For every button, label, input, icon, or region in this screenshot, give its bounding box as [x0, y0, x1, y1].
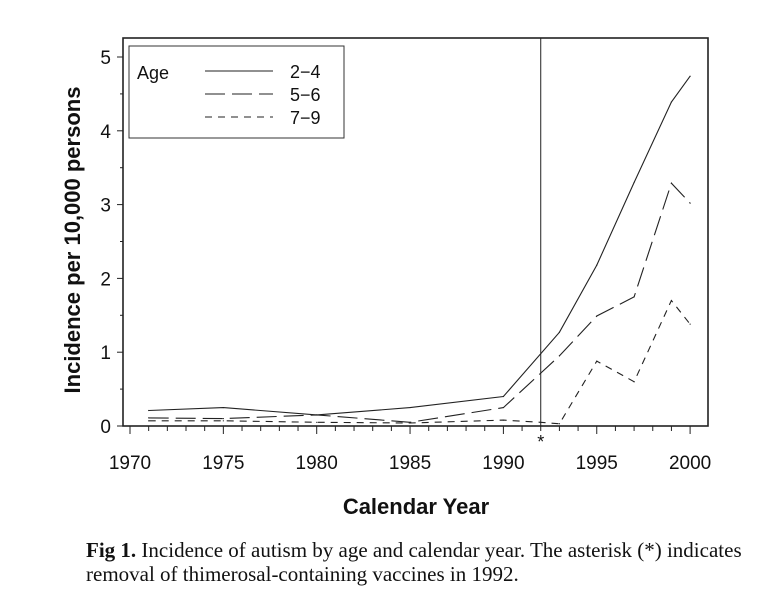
caption-text: Incidence of autism by age and calendar … — [86, 538, 742, 586]
legend-title: Age — [137, 63, 169, 83]
series-line-2-4 — [148, 75, 691, 416]
x-tick-label: 1970 — [109, 453, 151, 474]
data-point — [670, 299, 673, 302]
data-point — [689, 75, 691, 77]
y-tick-label: 0 — [100, 417, 111, 438]
legend-label: 2−4 — [290, 62, 321, 82]
data-point — [409, 422, 411, 424]
x-tick-label: 1975 — [202, 453, 244, 474]
data-point — [502, 406, 504, 409]
y-tick-label: 4 — [100, 122, 111, 143]
data-point — [633, 381, 635, 383]
chart: 0 1 2 3 4 5 1970 1975 1980 1985 1990 1995 2000 * Ag… — [60, 37, 711, 519]
y-axis: 0 1 2 3 4 5 — [100, 48, 123, 438]
x-axis: 1970 1975 1980 1985 1990 1995 2000 — [109, 426, 711, 474]
x-tick-label: 1990 — [482, 453, 524, 474]
asterisk-marker: * — [537, 432, 544, 452]
data-point — [689, 202, 691, 204]
series-line-5-6 — [148, 182, 691, 423]
data-point — [633, 181, 635, 184]
legend-label: 7−9 — [290, 108, 321, 128]
x-tick-label: 1995 — [576, 453, 618, 474]
x-tick-label: 1985 — [389, 453, 431, 474]
data-point — [670, 101, 673, 103]
data-point — [633, 296, 635, 298]
data-point — [596, 315, 598, 317]
y-tick-label: 3 — [100, 196, 111, 217]
data-point — [222, 420, 224, 422]
data-point — [558, 355, 561, 357]
data-point — [502, 395, 504, 398]
data-point — [148, 409, 150, 412]
x-tick-label: 1980 — [296, 453, 338, 474]
data-point — [222, 418, 224, 420]
data-point — [670, 182, 673, 184]
data-point — [222, 406, 224, 409]
x-tick-label: 2000 — [669, 453, 711, 474]
y-tick-label: 5 — [100, 48, 111, 69]
x-axis-title: Calendar Year — [343, 494, 490, 519]
data-point — [316, 421, 318, 423]
data-point — [502, 419, 504, 421]
y-tick-label: 1 — [100, 343, 111, 364]
annotations: * — [537, 38, 544, 452]
plot-border — [122, 37, 709, 427]
data-point — [316, 414, 318, 416]
data-point — [148, 420, 150, 422]
y-tick-label: 2 — [100, 269, 111, 290]
legend: Age 2−4 5−6 7−9 — [128, 45, 345, 139]
figure-caption: Fig 1. Incidence of autism by age and ca… — [86, 538, 746, 586]
legend-box — [128, 45, 345, 139]
data-point — [148, 417, 150, 419]
series-line-7-9 — [148, 299, 691, 425]
legend-label: 5−6 — [290, 85, 321, 105]
data-point — [689, 323, 691, 325]
data-point — [409, 406, 411, 409]
y-axis-title: Incidence per 10,000 persons — [60, 87, 85, 394]
data-point — [596, 264, 598, 266]
figure-label: Fig 1. — [86, 538, 137, 562]
data-point — [596, 360, 598, 362]
data-point — [558, 331, 561, 333]
plot-frame — [122, 37, 709, 427]
data-point — [558, 423, 561, 425]
